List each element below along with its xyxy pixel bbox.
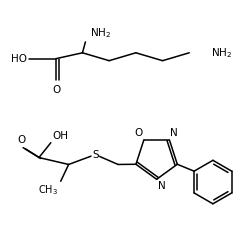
Text: N: N (158, 181, 165, 191)
Text: NH$_2$: NH$_2$ (90, 26, 111, 40)
Text: O: O (17, 135, 25, 145)
Text: S: S (92, 149, 99, 160)
Text: HO: HO (11, 54, 27, 64)
Text: CH$_3$: CH$_3$ (38, 183, 58, 197)
Text: O: O (53, 85, 61, 95)
Text: NH$_2$: NH$_2$ (211, 46, 232, 60)
Text: N: N (170, 128, 178, 138)
Text: O: O (135, 128, 143, 138)
Text: OH: OH (53, 131, 69, 141)
